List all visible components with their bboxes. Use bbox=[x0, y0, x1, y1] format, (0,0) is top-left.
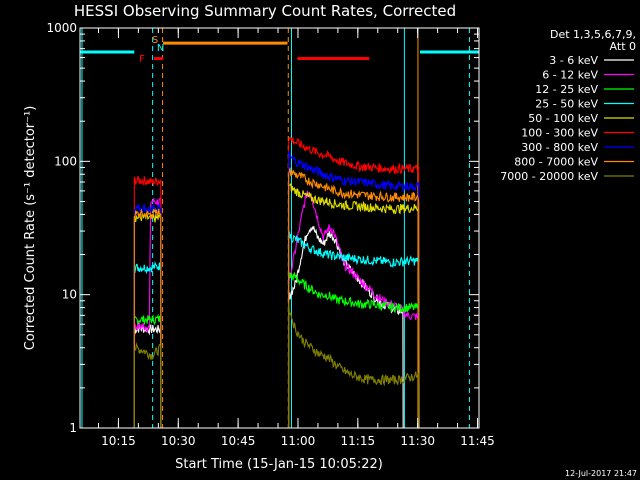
legend-entry-4: 50 - 100 keV bbox=[528, 112, 598, 125]
y-tick-label-1: 1 bbox=[69, 421, 77, 435]
x-tick-label-5: 11:30 bbox=[400, 434, 435, 448]
legend-entry-0: 3 - 6 keV bbox=[549, 54, 598, 67]
flag-letter-s: S bbox=[152, 35, 158, 46]
x-tick-label-0: 10:15 bbox=[101, 434, 136, 448]
axis-layer: 1 10 100 1000 10:15 10:30 10:45 11:00 11:15 11:30… bbox=[46, 21, 494, 448]
series-line-3-seg-12 bbox=[288, 231, 420, 428]
y-tick-label-1000: 1000 bbox=[46, 21, 77, 35]
series-line-4-seg-13 bbox=[288, 182, 420, 428]
legend-header-1: Att 0 bbox=[610, 40, 636, 53]
flag-letter-n: N bbox=[157, 43, 164, 54]
series-line-5-seg-5 bbox=[133, 175, 162, 428]
legend: Det 1,3,5,6,7,9,Att 0 3 - 6 keV 6 - 12 keV… bbox=[500, 28, 636, 183]
series-line-8-seg-17 bbox=[288, 303, 420, 428]
x-tick-label-1: 10:30 bbox=[161, 434, 196, 448]
legend-entry-5: 100 - 300 keV bbox=[521, 127, 598, 140]
y-tick-label-100: 100 bbox=[54, 154, 77, 168]
y-tick-label-10: 10 bbox=[62, 288, 77, 302]
legend-entry-7: 800 - 7000 keV bbox=[514, 156, 598, 169]
series-line-2-seg-2 bbox=[133, 313, 162, 428]
y-axis-label: Corrected Count Rate (s⁻¹ detector⁻¹) bbox=[23, 106, 38, 351]
series-line-1-seg-1 bbox=[133, 195, 162, 428]
x-tick-label-3: 11:00 bbox=[281, 434, 316, 448]
legend-header-0: Det 1,3,5,6,7,9, bbox=[550, 28, 636, 41]
flag-letter-f: F bbox=[139, 54, 145, 65]
series-line-3-seg-3 bbox=[133, 260, 162, 428]
x-axis-label: Start Time (15-Jan-15 10:05:22) bbox=[175, 457, 383, 472]
legend-entry-3: 25 - 50 keV bbox=[535, 98, 598, 111]
series-line-2-seg-11 bbox=[288, 271, 420, 428]
plot-frame bbox=[79, 27, 480, 429]
x-tick-label-6: 11:45 bbox=[460, 434, 495, 448]
legend-entry-1: 6 - 12 keV bbox=[542, 69, 598, 82]
footer-timestamp: 12-Jul-2017 21:47 bbox=[565, 469, 637, 478]
x-tick-label-2: 10:45 bbox=[221, 434, 256, 448]
series-line-5-seg-14 bbox=[288, 135, 420, 428]
legend-entry-8: 7000 - 20000 keV bbox=[500, 170, 598, 183]
series-line-4-seg-4 bbox=[133, 212, 162, 428]
series-line-6-seg-15 bbox=[288, 150, 420, 428]
data-layer: SF N bbox=[80, 28, 479, 428]
legend-entry-2: 12 - 25 keV bbox=[535, 83, 598, 96]
chart-title: HESSI Observing Summary Count Rates, Cor… bbox=[74, 2, 456, 20]
series-line-8-seg-8 bbox=[133, 341, 162, 428]
series-line-0-seg-0 bbox=[133, 324, 162, 428]
series-line-1-seg-10 bbox=[288, 190, 420, 428]
x-tick-label-4: 11:15 bbox=[341, 434, 376, 448]
legend-entry-6: 300 - 800 keV bbox=[521, 141, 598, 154]
series-line-7-seg-16 bbox=[288, 167, 420, 428]
series-line-7-seg-7 bbox=[133, 207, 162, 428]
